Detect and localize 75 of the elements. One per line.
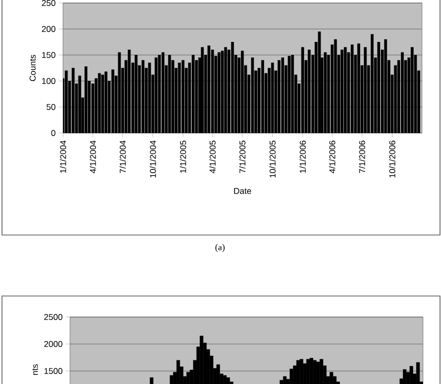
bar [318,32,321,134]
y-tick-label: 150 [42,52,56,58]
bar [154,58,158,134]
bar [104,72,108,134]
bar [218,52,220,134]
bar [98,73,101,134]
bar [324,52,327,134]
y-tick-label: 50 [46,104,56,110]
bar [211,50,214,134]
bar [101,74,104,134]
x-tick-label: 4/1/2004 [90,140,96,174]
text: (a) [215,244,225,252]
bar [240,50,244,134]
bar [142,60,144,134]
bar [84,66,88,134]
x-tick-label: 1/1/2006 [300,140,306,173]
y-tick-label: 2500 [44,314,62,320]
bar [350,44,354,134]
bar [162,52,164,134]
x-tick-label: 1/1/2005 [180,140,186,173]
bar [308,50,311,134]
bar [231,42,234,134]
y-axis-title: nts [32,364,38,375]
y-tick-label: 100 [42,78,56,84]
y-tick-label: 200 [42,26,56,32]
x-tick-label: 10/1/2005 [269,140,276,178]
x-tick-label: 7/1/2006 [358,140,366,173]
x-tick-label: 4/1/2005 [209,140,216,174]
bar [128,50,131,134]
y-tick-label: 250 [42,0,56,6]
bar [118,52,121,134]
bar [357,43,360,134]
x-tick-label: 10/1/2004 [150,140,156,178]
x-tick-label: 10/1/2006 [389,140,396,178]
bar [134,54,138,134]
x-tick-label: 7/1/2004 [120,140,126,173]
bar [224,47,228,134]
bar [288,56,291,134]
bar [148,62,151,134]
bar [271,62,274,134]
bar [64,70,68,134]
x-tick-label: 1/1/2004 [60,140,66,173]
bar [344,47,347,134]
bar [178,62,181,134]
bar [200,47,204,134]
bar [410,47,414,134]
y-tick-label: 1500 [44,368,62,374]
bar [207,46,210,134]
bar [192,54,195,134]
bar [340,50,344,134]
bar [168,54,171,134]
bar [182,60,184,134]
x-tick-label: 7/1/2005 [239,140,246,173]
bar [261,60,264,134]
bar [301,47,304,134]
y-axis-title: Counts [30,54,36,82]
bar [291,54,294,134]
bar [278,60,280,134]
bar [370,34,374,134]
bar [384,39,388,134]
bar [400,52,404,134]
bar [251,58,254,134]
x-tick-label: 4/1/2006 [329,140,336,174]
bar [111,69,114,134]
bar [281,58,284,134]
bar [334,39,337,134]
bar [220,50,224,134]
x-axis-title: Date [234,188,252,194]
y-tick-label: 0 [51,130,56,136]
bar [158,54,161,134]
bar [72,68,75,134]
bar [78,76,82,134]
bar [364,47,367,134]
bar [377,42,380,134]
y-tick-label: 2000 [44,341,62,348]
